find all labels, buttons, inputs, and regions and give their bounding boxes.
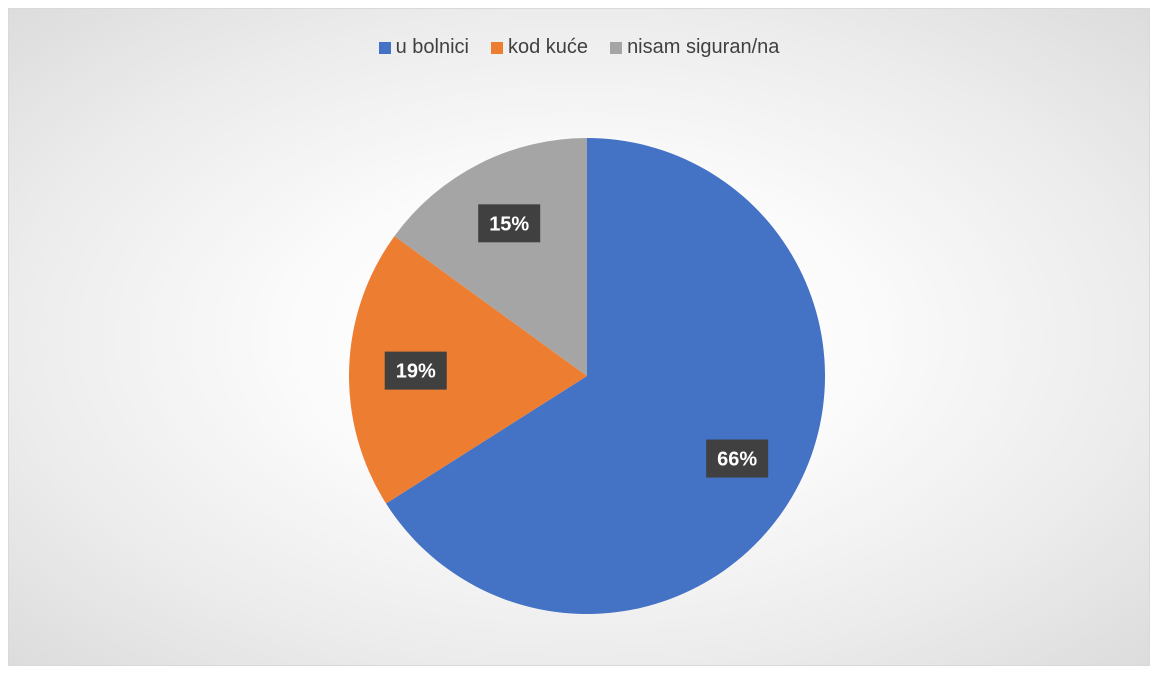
legend-item-kod-kuce: kod kuće xyxy=(491,36,588,59)
legend-label-kod-kuce: kod kuće xyxy=(508,36,589,58)
pie-slice-u-bolnici xyxy=(386,138,825,614)
legend-label-nisam-siguran: nisam siguran/na xyxy=(627,36,780,58)
data-label-box xyxy=(384,351,447,390)
legend-swatch-nisam-siguran xyxy=(610,41,623,54)
chart-legend: u bolnici kod kuće nisam siguran/na xyxy=(9,36,1149,59)
data-label-u-bolnici: 66% xyxy=(706,439,769,478)
pie-slice-nisam-siguran-na xyxy=(394,138,587,376)
data-label-box xyxy=(478,204,541,243)
data-label-nisam-siguran-na: 15% xyxy=(478,204,541,243)
data-label-kod-ku-e: 19% xyxy=(384,351,447,390)
legend-label-u-bolnici: u bolnici xyxy=(395,36,469,58)
legend-item-nisam-siguran: nisam siguran/na xyxy=(610,36,779,59)
data-label-box xyxy=(706,439,769,478)
data-label-text: 66% xyxy=(717,449,757,471)
legend-item-u-bolnici: u bolnici xyxy=(378,36,469,59)
legend-swatch-u-bolnici xyxy=(378,41,391,54)
pie-slice-kod-ku-e xyxy=(349,236,587,504)
pie-slices xyxy=(349,138,825,614)
chart-area: u bolnici kod kuće nisam siguran/na 66% 1… xyxy=(8,8,1150,666)
legend-swatch-kod-kuce xyxy=(491,41,503,54)
pie-chart: 66% 19% 15% xyxy=(349,138,825,614)
pie-data-labels: 66% 19% 15% xyxy=(384,204,769,478)
data-label-text: 19% xyxy=(396,361,436,383)
data-label-text: 15% xyxy=(489,213,529,235)
